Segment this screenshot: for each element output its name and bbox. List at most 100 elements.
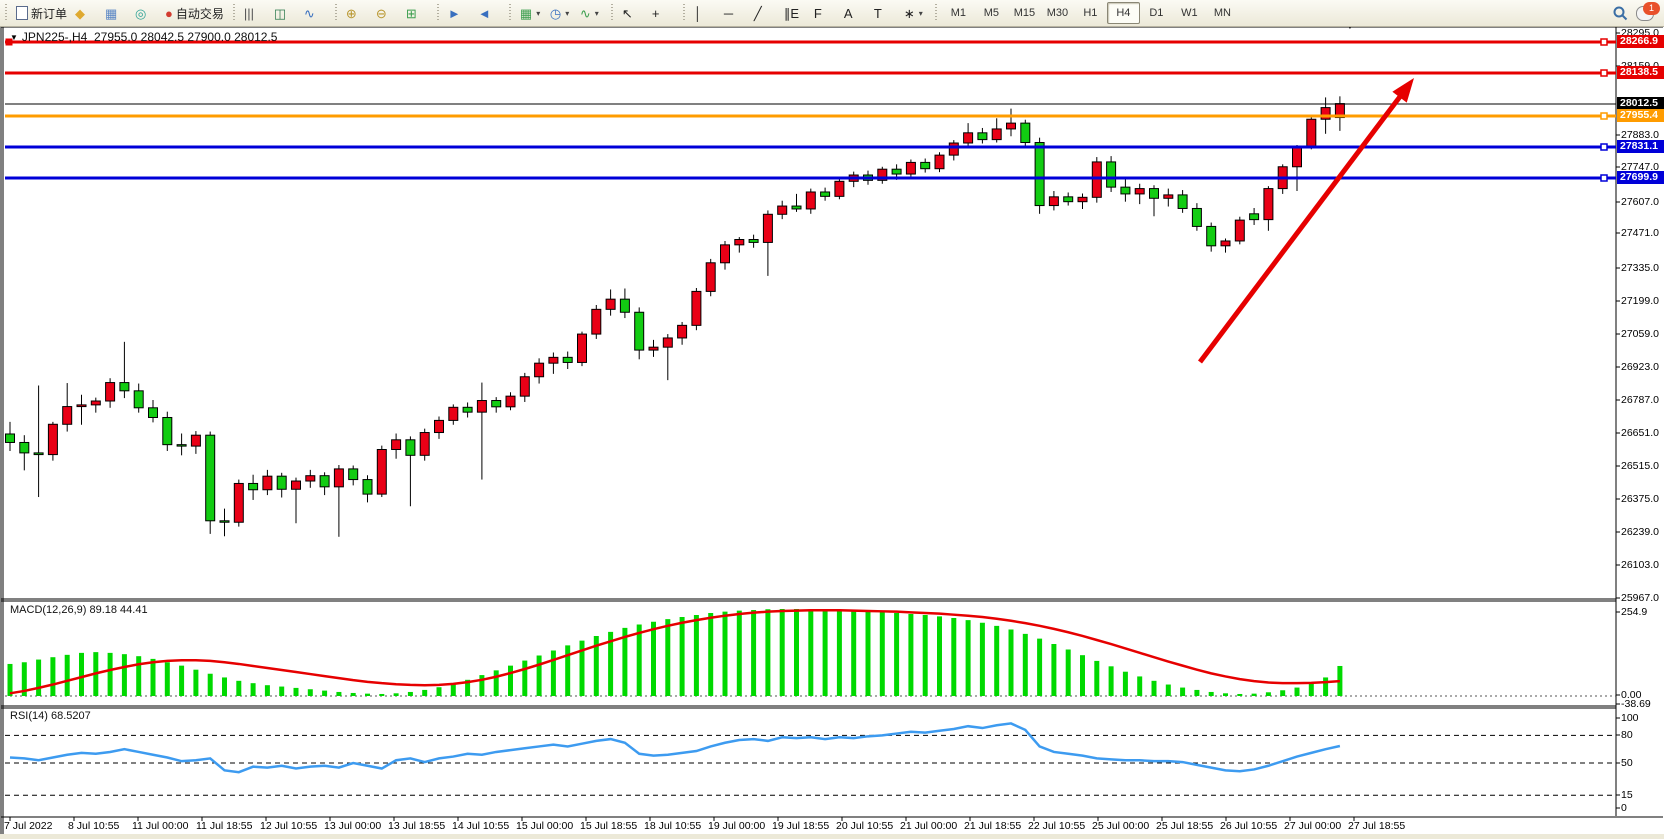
vertical-line-icon: │	[693, 5, 703, 21]
candle-body	[133, 390, 144, 409]
timeframe-h4-button[interactable]: H4	[1106, 2, 1140, 24]
x-axis-label: 18 Jul 10:55	[644, 820, 702, 832]
candle-body	[1206, 225, 1217, 247]
candle-body	[190, 434, 201, 447]
candle-body	[391, 439, 402, 451]
trend-arrow-head[interactable]	[1392, 78, 1414, 103]
price-line-label: 28266.9	[1617, 35, 1664, 48]
indicators-button[interactable]: ∿ ▾	[576, 1, 606, 25]
auto-trading-button[interactable]: ● 自动交易	[161, 1, 228, 25]
timeframe-h1-button[interactable]: H1	[1083, 7, 1098, 19]
tile-windows-icon: ⊞	[405, 5, 417, 21]
line-handle[interactable]	[1600, 38, 1608, 46]
line-handle[interactable]	[5, 38, 13, 46]
candle-body	[891, 168, 902, 175]
trendline-icon: ╱	[753, 5, 762, 21]
candle-body	[419, 432, 430, 456]
indicators-dropdown-icon[interactable]: ▾	[594, 8, 599, 18]
new-order-label: 新订单	[31, 6, 68, 21]
candle-body	[19, 441, 30, 454]
timeframe-w1-button[interactable]: W1	[1181, 7, 1198, 19]
x-axis-label: 11 Jul 18:55	[196, 820, 253, 832]
crosshair-button[interactable]: +	[648, 1, 678, 25]
search-icon[interactable]	[1612, 5, 1628, 21]
toolbar-grip[interactable]	[609, 4, 615, 22]
candle-body	[305, 475, 316, 482]
candle-body	[348, 468, 359, 481]
bottom-strip	[0, 834, 1664, 839]
zoom-in-button[interactable]: ⊕	[342, 1, 372, 25]
timeframe-m5-button[interactable]: M5	[983, 7, 1000, 19]
x-axis-label: 8 Jul 10:55	[68, 820, 120, 832]
candle-body	[1048, 196, 1059, 207]
x-axis-label: 13 Jul 18:55	[388, 820, 446, 832]
toolbar-grip[interactable]	[231, 4, 237, 22]
candle-body	[1177, 194, 1188, 209]
rsi-axis-tick-label: 0	[1621, 802, 1627, 814]
toolbar-grip[interactable]	[933, 4, 939, 22]
trend-arrow-line[interactable]	[1198, 86, 1409, 364]
candle-body	[362, 479, 373, 495]
toolbar-grip[interactable]	[333, 4, 339, 22]
candle-chart-button[interactable]: ◫	[270, 1, 300, 25]
horizontal-line-button[interactable]: ─	[720, 1, 750, 25]
text-label-icon: T	[873, 5, 882, 21]
bar-chart-button[interactable]: |||	[240, 1, 270, 25]
candle-body	[219, 520, 230, 523]
candle-body	[47, 423, 58, 456]
symbol-name: JPN225-,H4	[21, 30, 88, 44]
shapes-button[interactable]: ∗ ▾	[900, 1, 930, 25]
timeframe-d1-button[interactable]: D1	[1149, 7, 1164, 19]
one-click-dropdown-icon[interactable]: ▼	[10, 33, 18, 42]
trendline-button[interactable]: ╱	[750, 1, 780, 25]
timeframe-m15-button[interactable]: M15	[1013, 7, 1036, 19]
auto-scroll-button[interactable]: ◄	[474, 1, 504, 25]
market-watch-button[interactable]: ◆	[71, 1, 101, 25]
zoom-out-button[interactable]: ⊖	[372, 1, 402, 25]
data-window-button[interactable]: ▦	[101, 1, 131, 25]
timeframe-mn-button[interactable]: MN	[1213, 7, 1231, 19]
candle-body	[376, 449, 387, 495]
candle-body	[705, 262, 716, 292]
price-axis-tick-label: 26787.0	[1621, 394, 1659, 406]
text-button[interactable]: A	[840, 1, 870, 25]
text-label-button[interactable]: T	[870, 1, 900, 25]
line-handle[interactable]	[1600, 112, 1608, 120]
toolbar-grip[interactable]	[4, 4, 9, 22]
navigator-button[interactable]: ◎	[131, 1, 161, 25]
timeframe-m30-button[interactable]: M30	[1046, 7, 1069, 19]
candle-body	[119, 382, 130, 392]
new-chart-dropdown-icon[interactable]: ▾	[536, 8, 541, 18]
toolbar-grip[interactable]	[507, 4, 513, 22]
new-order-button[interactable]: 新订单	[12, 1, 71, 25]
cursor-button[interactable]: ↖	[618, 1, 648, 25]
candle-body	[5, 433, 15, 443]
periods-dropdown-icon[interactable]: ▾	[565, 8, 570, 18]
toolbar-grip[interactable]	[435, 4, 441, 22]
shapes-dropdown-icon[interactable]: ▾	[918, 8, 923, 18]
chat-icon[interactable]: 1	[1636, 1, 1660, 21]
toolbar-grip[interactable]	[681, 4, 687, 22]
periods-button[interactable]: ◷ ▾	[546, 1, 576, 25]
line-handle[interactable]	[1600, 174, 1608, 182]
tile-windows-button[interactable]: ⊞	[402, 1, 432, 25]
equidistant-channel-button[interactable]: ∥E	[780, 1, 810, 25]
candle-body	[1006, 122, 1016, 130]
price-line-label: 27831.1	[1617, 140, 1664, 153]
line-handle[interactable]	[1600, 143, 1608, 151]
zoom-in-icon: ⊕	[345, 5, 357, 21]
timeframe-m1-button[interactable]: M1	[950, 7, 967, 19]
price-axis-tick-label: 26375.0	[1621, 493, 1659, 505]
candle-body	[33, 452, 44, 456]
candle-body	[405, 439, 416, 456]
line-chart-button[interactable]: ∿	[300, 1, 330, 25]
line-handle[interactable]	[1600, 69, 1608, 77]
fibonacci-button[interactable]: F	[810, 1, 840, 25]
new-chart-button[interactable]: ▦ ▾	[516, 1, 546, 25]
vertical-line-button[interactable]: │	[690, 1, 720, 25]
auto-trading-icon: ●	[165, 5, 173, 21]
candle-body	[505, 395, 516, 408]
candle-body	[648, 346, 659, 351]
shift-chart-button[interactable]: ►	[444, 1, 474, 25]
